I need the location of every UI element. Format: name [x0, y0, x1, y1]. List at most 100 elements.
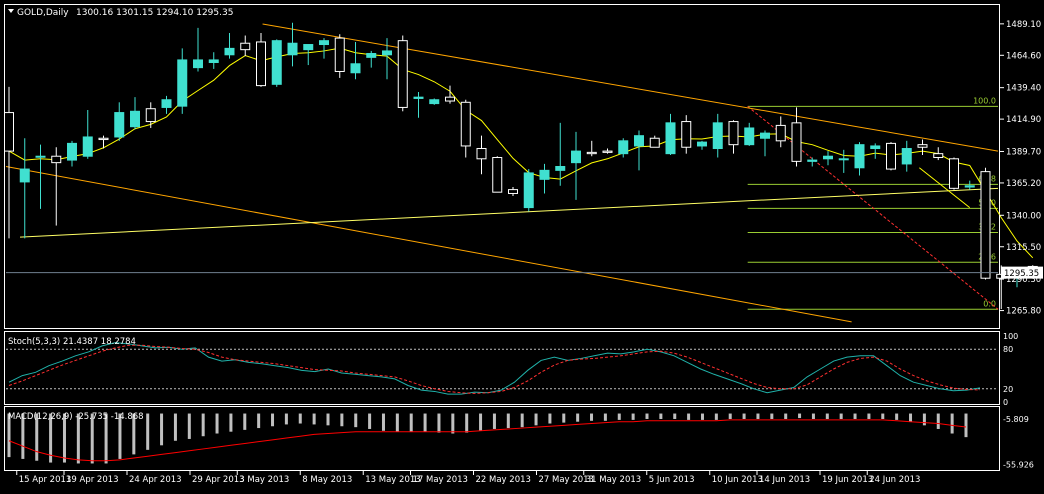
bull-candle[interactable] — [539, 169, 550, 180]
bear-candle[interactable] — [886, 142, 896, 170]
macd-histogram-bar — [104, 413, 108, 464]
bear-candle[interactable] — [492, 157, 503, 193]
bull-candle[interactable] — [319, 40, 329, 46]
bull-candle[interactable] — [114, 112, 125, 138]
bull-candle[interactable] — [854, 144, 865, 169]
bear-candle[interactable] — [98, 137, 109, 141]
bull-candle[interactable] — [712, 122, 723, 150]
macd-histogram-bar — [368, 413, 372, 429]
bear-candle[interactable] — [334, 37, 345, 72]
macd-histogram-bar — [964, 413, 968, 438]
bull-candle[interactable] — [618, 140, 629, 155]
bear-candle[interactable] — [397, 40, 408, 108]
macd-histogram-bar — [340, 413, 344, 427]
bear-candle[interactable] — [476, 148, 487, 160]
bull-candle[interactable] — [697, 141, 707, 147]
macd-histogram-bar — [770, 413, 774, 419]
bull-candle[interactable] — [555, 166, 566, 171]
macd-histogram-bar — [118, 413, 122, 459]
bear-candle[interactable] — [681, 121, 692, 148]
macd-histogram-bar — [21, 413, 25, 459]
bear-candle[interactable] — [508, 189, 518, 194]
bull-candle[interactable] — [366, 53, 377, 58]
macd-histogram-bar — [312, 413, 316, 425]
macd-histogram-bar — [922, 413, 926, 426]
fib-level-label: 100.0 — [973, 96, 996, 105]
bull-candle[interactable] — [870, 145, 881, 150]
upper-channel-line — [262, 23, 999, 152]
bear-candle[interactable] — [949, 158, 959, 189]
bull-candle[interactable] — [130, 110, 140, 128]
bear-candle[interactable] — [445, 96, 455, 102]
bull-candle[interactable] — [224, 47, 235, 56]
macd-histogram-bar — [90, 413, 94, 464]
stoch-main-line — [8, 342, 981, 395]
bear-candle[interactable] — [775, 124, 786, 142]
price-tick-label: 1414.90 — [1006, 115, 1041, 125]
bull-candle[interactable] — [964, 185, 975, 188]
bear-candle[interactable] — [145, 108, 156, 123]
bull-candle[interactable] — [82, 136, 93, 157]
macd-histogram-bar — [895, 413, 899, 420]
macd-histogram-bar — [506, 413, 510, 429]
bear-candle[interactable] — [51, 155, 62, 164]
bear-candle[interactable] — [602, 150, 613, 153]
bear-candle[interactable] — [980, 171, 991, 279]
bull-candle[interactable] — [429, 99, 440, 105]
bull-candle[interactable] — [382, 50, 392, 56]
bull-candle[interactable] — [634, 135, 644, 147]
chevron-down-icon[interactable] — [8, 9, 14, 13]
bull-candle[interactable] — [665, 122, 676, 155]
bull-candle[interactable] — [271, 40, 282, 85]
macd-histogram-bar — [479, 413, 483, 431]
macd-histogram-bar — [909, 413, 913, 422]
bull-candle[interactable] — [193, 59, 203, 69]
macd-histogram-bar — [784, 413, 788, 419]
current-price-box — [1001, 266, 1043, 279]
bull-candle[interactable] — [67, 142, 77, 161]
macd-tick-label: -5.809 — [1003, 415, 1029, 424]
bull-candle[interactable] — [823, 155, 833, 160]
bull-candle[interactable] — [208, 59, 219, 63]
bull-candle[interactable] — [287, 42, 298, 56]
bear-candle[interactable] — [586, 151, 597, 155]
bull-candle[interactable] — [807, 159, 818, 162]
bear-candle[interactable] — [933, 153, 944, 159]
bull-candle[interactable] — [838, 158, 849, 161]
bear-candle[interactable] — [256, 41, 266, 87]
symbol-label: GOLD,Daily — [17, 8, 69, 18]
stoch-tick-label: 80 — [1003, 345, 1013, 354]
bear-candle[interactable] — [460, 101, 471, 147]
macd-histogram-bar — [49, 413, 53, 463]
bull-candle[interactable] — [523, 172, 534, 209]
bull-candle[interactable] — [413, 96, 424, 99]
price-tick-label: 1439.40 — [1006, 84, 1041, 94]
price-tick-label: 1315.50 — [1006, 243, 1041, 253]
bull-candle[interactable] — [571, 150, 581, 164]
macd-histogram-bar — [229, 413, 233, 432]
bear-candle[interactable] — [4, 112, 14, 152]
bull-candle[interactable] — [350, 63, 361, 74]
bull-candle[interactable] — [161, 99, 172, 108]
bull-candle[interactable] — [303, 44, 314, 51]
bull-candle[interactable] — [901, 148, 912, 165]
bear-candle[interactable] — [240, 42, 251, 51]
bull-candle[interactable] — [177, 59, 188, 107]
macd-histogram-bar — [354, 413, 358, 428]
bull-candle[interactable] — [19, 168, 30, 183]
stoch-signal-line — [8, 344, 981, 394]
bear-candle[interactable] — [649, 137, 660, 148]
date-tick-label: 29 Apr 2013 — [192, 475, 245, 485]
macd-histogram-bar — [825, 413, 829, 419]
bull-candle[interactable] — [760, 132, 770, 139]
date-tick-label: 27 May 2013 — [539, 475, 594, 485]
bear-candle[interactable] — [917, 144, 928, 148]
bear-candle[interactable] — [728, 121, 739, 146]
bull-candle[interactable] — [35, 155, 46, 158]
macd-histogram-bar — [617, 413, 621, 420]
bear-candle[interactable] — [791, 122, 802, 162]
macd-histogram-bar — [798, 413, 802, 419]
bull-candle[interactable] — [744, 127, 755, 146]
